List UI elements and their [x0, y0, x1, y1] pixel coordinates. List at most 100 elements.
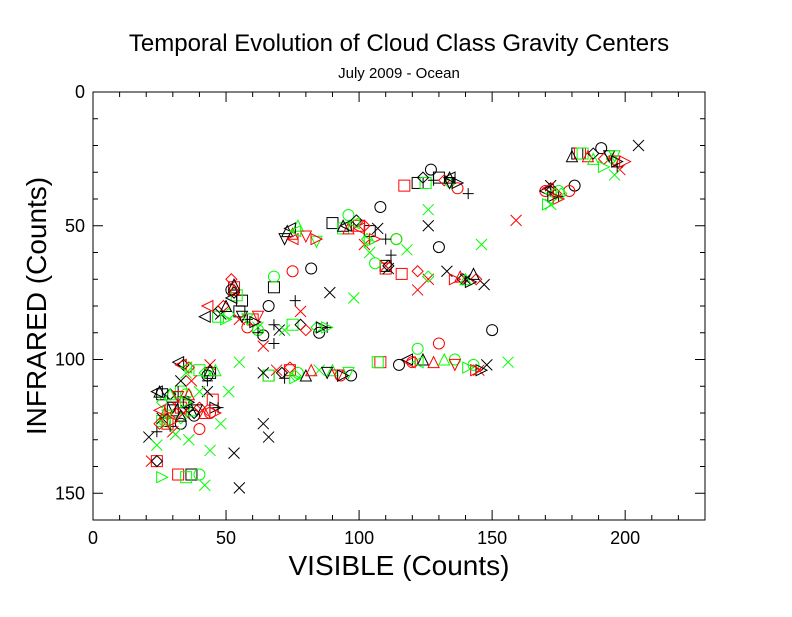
data-point-cross [401, 243, 413, 256]
data-point-circle [432, 337, 445, 350]
data-point-triangle-down [448, 358, 462, 372]
data-point-diamond [193, 401, 206, 414]
data-point-cross [510, 214, 522, 227]
data-point-triangle-left [544, 187, 557, 200]
data-point-diamond [299, 323, 313, 337]
data-point-cross [294, 305, 307, 318]
data-point-diamond [469, 273, 483, 286]
data-point-diamond [555, 187, 568, 200]
data-point-diamond [350, 214, 363, 227]
data-point-triangle-down [190, 404, 204, 417]
data-point-triangle-left [171, 355, 185, 369]
data-point-triangle-right [462, 361, 475, 374]
data-point-circle [411, 342, 424, 355]
data-point-plus [268, 337, 280, 349]
data-point-cross [204, 444, 216, 457]
data-point-square [172, 468, 185, 481]
data-point-triangle-up [453, 269, 467, 283]
data-point-cross [177, 407, 190, 419]
data-point-plus [268, 319, 280, 331]
data-point-plus [462, 188, 474, 200]
data-point-triangle-right [180, 395, 193, 409]
data-point-triangle-left [198, 310, 211, 324]
data-point-cross [257, 417, 270, 430]
axes: 0 50 100 150 200 0 50 100 150 [55, 82, 706, 548]
data-point-triangle-left [442, 171, 456, 184]
data-point-cross [169, 428, 182, 441]
data-point-plus [151, 426, 163, 438]
data-point-cross [347, 292, 360, 304]
data-point-triangle-right [542, 198, 555, 211]
data-point-triangle-left [179, 361, 193, 374]
data-point-cross [182, 433, 195, 446]
data-point-triangle-left [288, 224, 302, 238]
data-point-cross [475, 238, 488, 251]
data-point-circle [313, 326, 326, 339]
data-point-triangle-right [611, 155, 624, 168]
data-point-triangle-left [152, 404, 166, 417]
x-tick-label: 100 [344, 528, 374, 548]
data-point-diamond [275, 366, 289, 380]
y-tick-label: 50 [65, 216, 85, 236]
data-point-triangle-left [285, 232, 299, 246]
data-point-circle [432, 241, 445, 254]
x-tick-label: 0 [88, 528, 98, 548]
data-point-cross [273, 324, 286, 336]
y-tick-label: 150 [55, 483, 85, 503]
data-point-triangle-right [321, 321, 334, 334]
data-point-triangle-down [320, 366, 334, 380]
data-point-triangle-right [597, 160, 611, 174]
chart-title: Temporal Evolution of Cloud Class Gravit… [129, 30, 669, 57]
data-point-cross [174, 375, 187, 387]
data-point-plus [252, 327, 264, 339]
data-point-triangle-down [342, 366, 355, 380]
data-point-diamond [360, 232, 374, 246]
data-point-cross [363, 246, 376, 259]
data-point-triangle-up [163, 387, 177, 401]
data-point-circle [305, 262, 318, 275]
data-point-square [206, 393, 219, 406]
x-axis-label: VISIBLE (Counts) [289, 550, 510, 581]
data-point-cross [502, 356, 514, 369]
data-point-triangle-right [475, 363, 489, 377]
data-point-triangle-up [219, 299, 233, 312]
data-point-diamond [222, 307, 235, 321]
data-point-triangle-down [166, 401, 180, 415]
data-point-cross [422, 203, 435, 216]
chart-subtitle: July 2009 - Ocean [338, 65, 460, 82]
data-point-triangle-up [198, 406, 212, 419]
data-point-circle [393, 358, 405, 371]
data-point-diamond [587, 147, 600, 160]
data-point-triangle-right [451, 176, 465, 190]
data-point-diamond [382, 259, 395, 273]
data-point-cross [422, 219, 435, 232]
data-point-triangle-up [467, 267, 480, 280]
data-point-triangle-up [227, 277, 241, 291]
data-point-triangle-right [289, 371, 302, 385]
data-point-cross [371, 222, 384, 235]
data-point-plus [201, 375, 213, 387]
data-point-square [286, 318, 299, 331]
data-point-triangle-right [552, 192, 566, 206]
data-point-square [419, 176, 432, 189]
data-point-cross [632, 139, 645, 152]
data-point-triangle-down [235, 310, 249, 324]
data-point-triangle-right [249, 315, 262, 329]
y-tick-label: 0 [75, 82, 85, 102]
x-tick-label: 150 [477, 528, 507, 548]
data-point-square [371, 356, 384, 369]
data-point-triangle-left [150, 385, 163, 398]
data-point-triangle-up [209, 363, 222, 377]
data-point-plus [385, 249, 397, 261]
data-point-cross [323, 286, 336, 299]
data-point-triangle-up [304, 363, 318, 377]
data-point-cross [262, 431, 275, 443]
data-point-cross [257, 367, 270, 379]
data-point-diamond [155, 396, 169, 409]
data-point-triangle-left [224, 291, 238, 305]
data-point-triangle-left [339, 219, 352, 233]
data-point-triangle-left [158, 414, 171, 428]
data-point-triangle-down [251, 310, 265, 324]
